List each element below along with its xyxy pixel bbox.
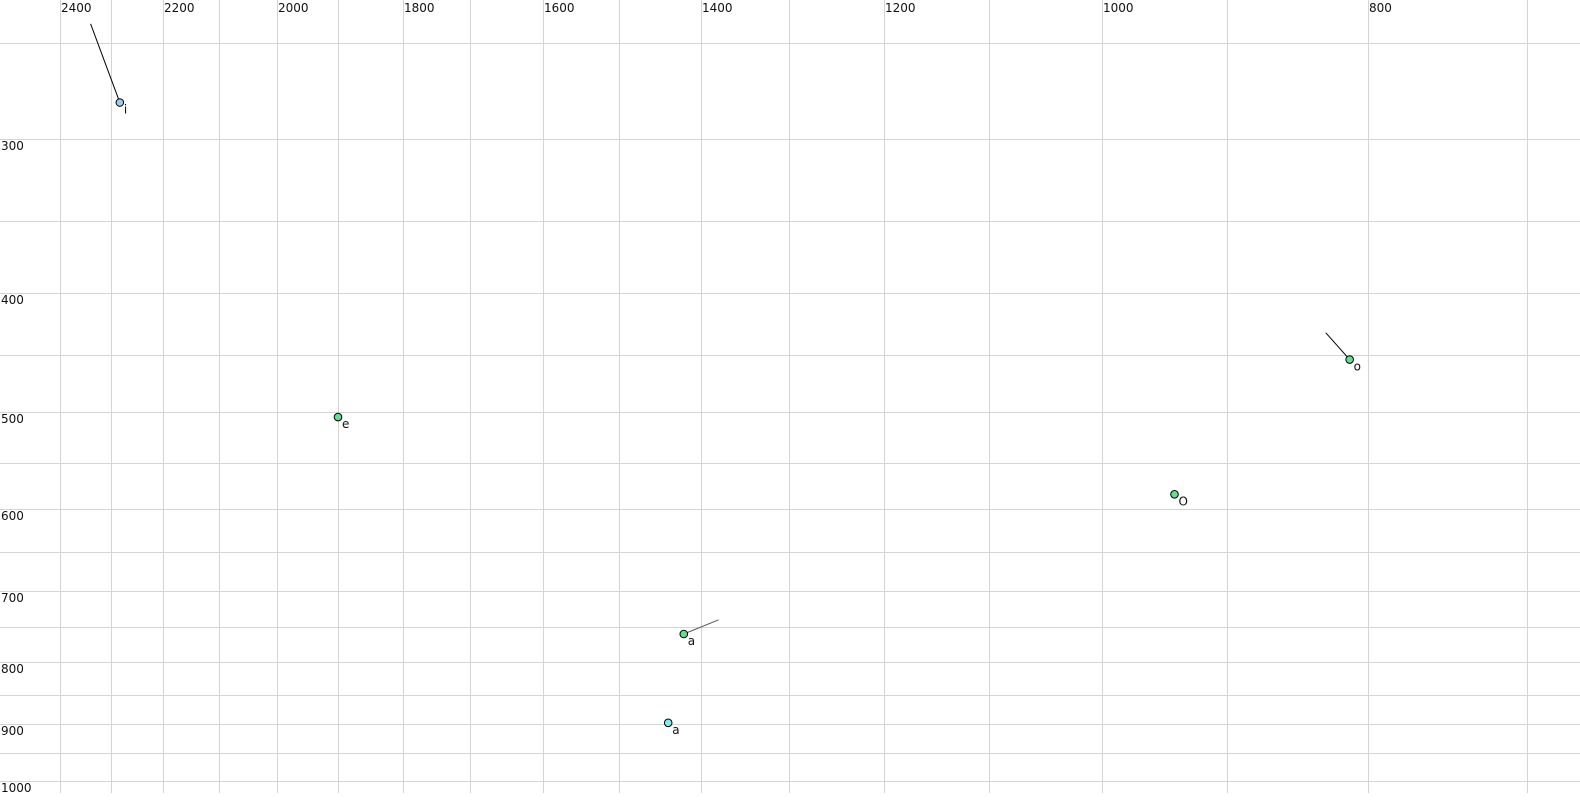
y-tick-label: 400 [1, 293, 24, 307]
data-point [333, 412, 343, 422]
y-tick-label: 500 [1, 412, 24, 426]
x-tick-label: 1400 [702, 1, 733, 15]
data-point [679, 629, 689, 639]
y-tick-label: 800 [1, 662, 24, 676]
point-label: o [1354, 360, 1361, 374]
data-point [663, 718, 673, 728]
point-label: O [1179, 494, 1188, 508]
y-tick-label: 700 [1, 591, 24, 605]
y-tick-label: 900 [1, 724, 24, 738]
x-tick-label: 1000 [1103, 1, 1134, 15]
y-tick-label: 1000 [1, 781, 32, 795]
point-label: e [342, 417, 349, 431]
point-label: a [672, 723, 679, 737]
x-tick-label: 1200 [885, 1, 916, 15]
y-tick-label: 600 [1, 509, 24, 523]
y-tick-label: 300 [1, 139, 24, 153]
trajectory-line [1325, 332, 1351, 360]
x-tick-label: 2200 [164, 1, 195, 15]
x-tick-label: 1800 [404, 1, 435, 15]
x-tick-label: 2400 [61, 1, 92, 15]
x-tick-label: 2000 [278, 1, 309, 15]
x-tick-label: 800 [1369, 1, 1392, 15]
trajectory-line [683, 619, 719, 635]
data-point [115, 98, 125, 107]
trajectory-line [90, 23, 121, 103]
point-label: i [124, 103, 127, 117]
point-label: a [688, 634, 695, 648]
x-tick-label: 1600 [544, 1, 575, 15]
data-point [1170, 489, 1179, 499]
data-point [1345, 355, 1354, 364]
